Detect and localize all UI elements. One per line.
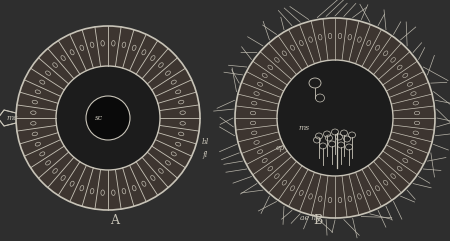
Text: bl: bl bbox=[202, 138, 209, 146]
Circle shape bbox=[86, 96, 130, 140]
Text: A: A bbox=[111, 214, 120, 227]
Text: ae hy: ae hy bbox=[300, 214, 320, 222]
Text: ms: ms bbox=[298, 124, 309, 132]
Circle shape bbox=[277, 60, 393, 176]
Text: sc: sc bbox=[95, 114, 103, 122]
Circle shape bbox=[56, 66, 160, 170]
Circle shape bbox=[235, 18, 435, 218]
Circle shape bbox=[16, 26, 200, 210]
Text: B: B bbox=[313, 214, 323, 227]
Text: mc: mc bbox=[6, 114, 18, 122]
Text: fl: fl bbox=[202, 151, 207, 159]
Text: ep: ep bbox=[276, 144, 285, 152]
